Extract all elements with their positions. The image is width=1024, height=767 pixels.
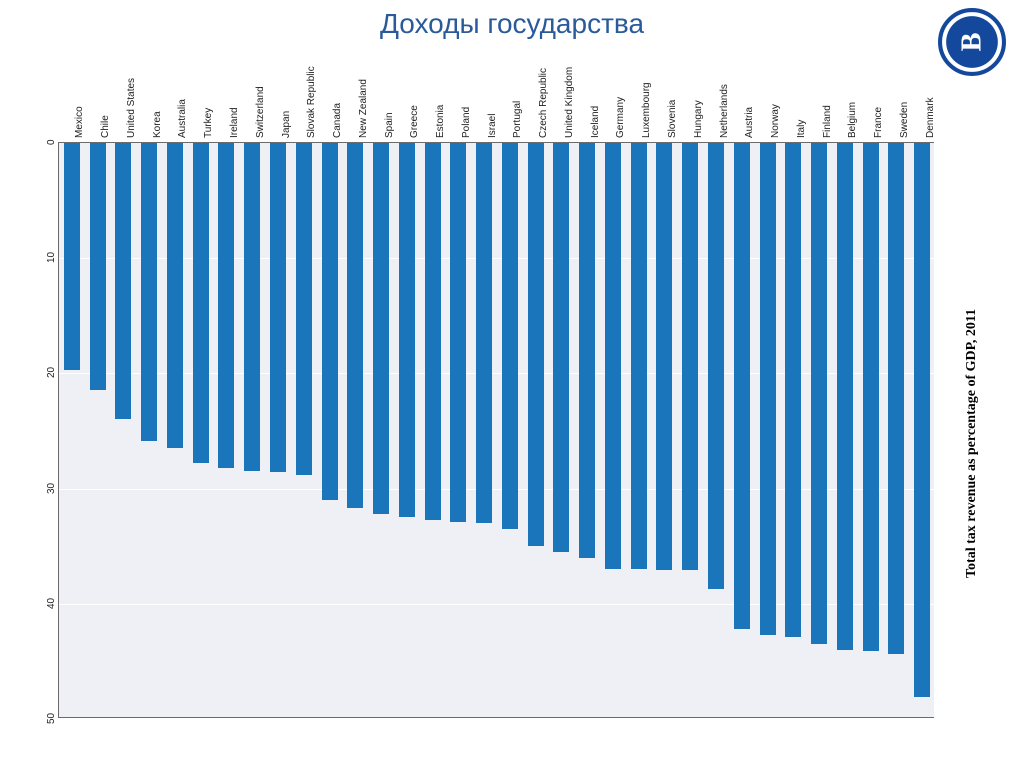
category-label: Estonia <box>435 105 446 138</box>
svg-text:B: B <box>957 32 988 51</box>
bar <box>837 143 853 650</box>
y-tick-label: 20 <box>46 367 57 378</box>
category-label: Slovenia <box>667 100 678 138</box>
bar <box>708 143 724 589</box>
bar <box>528 143 544 546</box>
bar <box>193 143 209 463</box>
bar <box>605 143 621 569</box>
bar <box>373 143 389 514</box>
category-label: Portugal <box>512 101 523 138</box>
category-label: United States <box>126 78 137 138</box>
category-label: Greece <box>409 105 420 138</box>
tax-revenue-bar-chart: 01020304050MexicoChileUnited StatesKorea… <box>40 82 984 742</box>
bar <box>64 143 80 370</box>
bar <box>141 143 157 441</box>
category-label: Ireland <box>229 107 240 138</box>
category-label: Mexico <box>74 106 85 138</box>
category-label: Korea <box>152 111 163 138</box>
bar <box>553 143 569 552</box>
bar <box>347 143 363 508</box>
bar <box>914 143 930 697</box>
gridline <box>59 604 934 605</box>
category-label: United Kingdom <box>564 67 575 138</box>
y-tick-label: 40 <box>46 598 57 609</box>
bar <box>631 143 647 569</box>
category-label: Poland <box>461 107 472 138</box>
bar <box>244 143 260 471</box>
bar <box>785 143 801 637</box>
category-label: Finland <box>822 105 833 138</box>
bar <box>425 143 441 520</box>
slide-page: Доходы государства B 0 10 20 30 40 50 Mexico Ch… <box>0 0 1024 767</box>
bar <box>399 143 415 517</box>
category-label: Czech Republic <box>538 68 549 138</box>
category-label: Netherlands <box>719 84 730 138</box>
category-label: Australia <box>177 99 188 138</box>
gridline <box>59 373 934 374</box>
category-label: Luxembourg <box>641 82 652 138</box>
bar <box>760 143 776 635</box>
bar <box>218 143 234 468</box>
gridline <box>59 258 934 259</box>
category-label: Italy <box>796 120 807 138</box>
y-tick-label: 50 <box>46 713 57 724</box>
category-label: France <box>873 107 884 138</box>
bar <box>656 143 672 570</box>
category-label: Denmark <box>925 97 936 138</box>
bar <box>734 143 750 629</box>
category-label: Austria <box>744 107 755 138</box>
bar <box>115 143 131 419</box>
bar <box>863 143 879 651</box>
bar <box>90 143 106 390</box>
category-label: Sweden <box>899 102 910 138</box>
gridline <box>59 489 934 490</box>
hse-logo: B <box>938 8 1006 76</box>
y-tick-label: 30 <box>46 482 57 493</box>
category-label: Turkey <box>203 108 214 138</box>
category-label: Norway <box>770 104 781 138</box>
bar <box>167 143 183 448</box>
category-label: Iceland <box>590 106 601 138</box>
bar <box>579 143 595 558</box>
category-label: Germany <box>615 97 626 138</box>
bar <box>322 143 338 500</box>
category-label: Israel <box>487 114 498 138</box>
bar <box>811 143 827 644</box>
category-label: Chile <box>100 115 111 138</box>
bar <box>888 143 904 654</box>
category-label: Hungary <box>693 100 704 138</box>
y-tick-label: 10 <box>46 252 57 263</box>
bar <box>296 143 312 475</box>
category-label: Slovak Republic <box>306 66 317 138</box>
bar <box>476 143 492 523</box>
category-label: New Zealand <box>358 79 369 138</box>
category-label: Japan <box>281 111 292 138</box>
y-axis-title: Total tax revenue as percentage of GDP, … <box>964 309 980 578</box>
category-label: Switzerland <box>255 86 266 138</box>
category-label: Canada <box>332 103 343 138</box>
plot-area <box>58 142 934 718</box>
bar <box>270 143 286 472</box>
bar <box>450 143 466 522</box>
bar <box>682 143 698 570</box>
category-label: Spain <box>384 112 395 138</box>
page-title: Доходы государства <box>0 8 1024 40</box>
category-label: Belgium <box>847 102 858 138</box>
y-tick-label: 0 <box>46 139 57 145</box>
bar <box>502 143 518 529</box>
